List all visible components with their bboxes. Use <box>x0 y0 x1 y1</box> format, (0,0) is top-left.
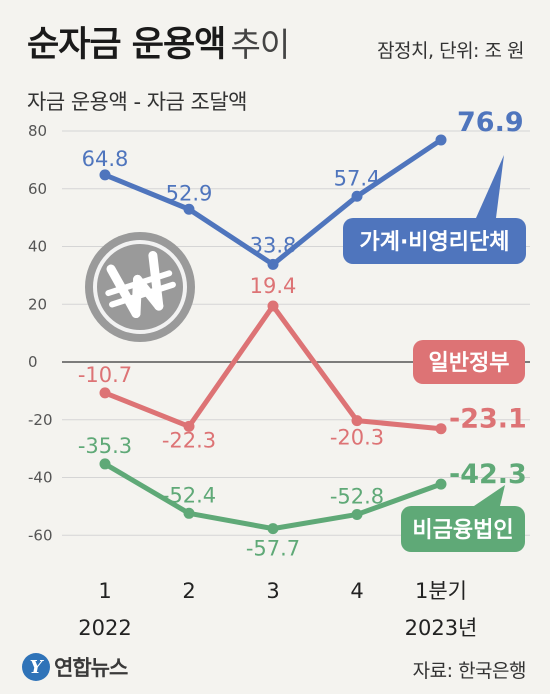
data-point <box>351 415 363 427</box>
data-label: -20.3 <box>330 426 384 450</box>
legend-tag-label: 비금융법인 <box>412 518 513 543</box>
yonhap-logo-icon: Y <box>22 653 50 681</box>
data-point <box>183 203 195 215</box>
legend-tag <box>413 340 525 384</box>
data-label: 52.9 <box>166 181 213 205</box>
data-point <box>351 190 363 202</box>
legend-tag-label: 가계·비영리단체 <box>359 230 509 255</box>
data-label: 33.8 <box>250 233 297 257</box>
yonhap-logo: Y 연합뉴스 <box>22 652 128 682</box>
data-point <box>267 258 279 270</box>
title-bold: 순자금 운용액 <box>27 25 226 65</box>
x-tick-label: 2 <box>182 579 195 603</box>
data-point <box>183 420 195 432</box>
data-label: -42.3 <box>449 459 527 490</box>
legend-tag-pointer <box>474 485 505 506</box>
data-label: 19.4 <box>250 274 297 298</box>
data-label: -52.8 <box>330 484 384 508</box>
legend-tag-pointer <box>476 155 504 218</box>
y-tick-label: 20 <box>28 295 47 313</box>
x-tick-label: 3 <box>266 579 279 603</box>
data-point <box>99 387 111 399</box>
data-label: 57.4 <box>334 166 381 190</box>
legend-tag <box>401 506 525 552</box>
data-label: -23.1 <box>449 404 527 435</box>
data-point <box>267 300 279 312</box>
data-label: -35.3 <box>78 434 132 458</box>
year-label: 2022 <box>78 616 131 640</box>
legend-tag-label: 일반정부 <box>429 351 510 376</box>
y-tick-label: 60 <box>28 180 47 198</box>
y-tick-label: -40 <box>28 469 53 487</box>
page-title: 순자금 운용액 추이 <box>27 16 290 67</box>
chart-subtitle: 자금 운용액 - 자금 조달액 <box>27 90 247 114</box>
data-point <box>99 169 111 181</box>
title-light: 추이 <box>230 25 290 64</box>
won-bar <box>109 281 176 308</box>
data-label: -10.7 <box>78 363 132 387</box>
won-coin-ring <box>93 240 187 334</box>
data-label: -57.7 <box>246 537 300 561</box>
x-tick-label: 1분기 <box>415 579 467 603</box>
source-note: 자료: 한국은행 <box>412 660 527 682</box>
data-point <box>267 523 279 535</box>
y-tick-label: 0 <box>28 353 38 371</box>
data-point <box>183 507 195 519</box>
legend-tag <box>343 218 526 264</box>
data-point <box>435 134 447 146</box>
data-label: 64.8 <box>82 147 129 171</box>
y-tick-label: 80 <box>28 122 47 140</box>
data-label: -22.3 <box>162 428 216 452</box>
data-point <box>99 458 111 470</box>
data-label: 76.9 <box>457 107 524 138</box>
won-symbol <box>105 250 176 319</box>
series-line <box>102 461 444 532</box>
x-tick-label: 1 <box>98 579 111 603</box>
logo-text: 연합뉴스 <box>54 656 128 680</box>
data-label: -52.4 <box>162 483 216 507</box>
data-point <box>351 508 363 520</box>
data-point <box>435 423 447 435</box>
y-tick-label: -20 <box>28 411 53 429</box>
year-label: 2023년 <box>405 616 478 640</box>
y-tick-label: 40 <box>28 238 47 256</box>
data-point <box>435 478 447 490</box>
y-tick-label: -60 <box>28 526 53 544</box>
unit-note: 잠정치, 단위: 조 원 <box>377 40 524 62</box>
won-bar <box>105 270 173 297</box>
x-tick-label: 4 <box>350 579 363 603</box>
